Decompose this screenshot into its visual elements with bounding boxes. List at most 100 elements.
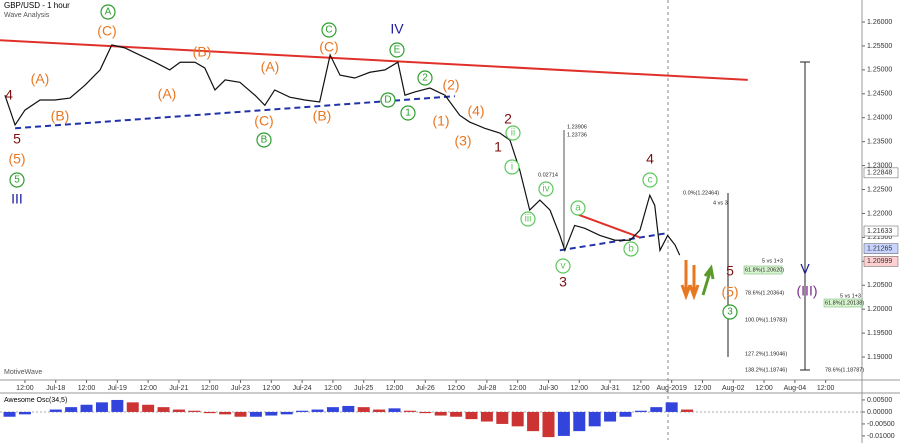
wave-circle	[389, 42, 405, 58]
x-tick-label: 12:00	[16, 385, 34, 392]
price-tag-label: 1.22848	[867, 170, 892, 177]
wave-label: (4)	[467, 103, 484, 119]
y-tick-label: -0.00500	[867, 421, 895, 428]
osc-bar	[326, 407, 339, 412]
trendline	[0, 39, 748, 81]
osc-bar	[665, 402, 678, 412]
y-tick-label: 0.00000	[867, 409, 892, 416]
watermark: MotiveWave	[4, 369, 42, 376]
chart-title: GBP/USD - 1 hour	[4, 1, 70, 10]
wave-label: 3	[559, 274, 567, 290]
y-tick-label: 0.00500	[867, 397, 892, 404]
y-tick-label: 1.22500	[867, 186, 892, 193]
price-tag	[863, 225, 899, 237]
wave-label: (A)	[261, 59, 280, 75]
osc-bar	[296, 410, 309, 412]
wave-label: IV	[390, 21, 404, 37]
wave-label: c	[648, 175, 653, 186]
x-tick-label: Jul-25	[354, 385, 373, 392]
wave-label: v	[561, 261, 566, 272]
price-tag	[863, 167, 899, 179]
price-tag-label: 1.21633	[867, 228, 892, 235]
wave-circle	[570, 200, 586, 216]
osc-bar	[542, 411, 555, 438]
fib-label: 5 vs 1+3	[840, 293, 861, 299]
osc-bar	[419, 411, 432, 414]
wave-label: 2	[504, 111, 512, 127]
y-tick-label: 1.19000	[867, 354, 892, 361]
x-tick-label: Jul-19	[108, 385, 127, 392]
osc-bar	[480, 411, 493, 422]
osc-bar	[95, 402, 108, 412]
x-tick-label: 12:00	[263, 385, 281, 392]
osc-bar	[403, 410, 416, 412]
wave-label: D	[384, 95, 391, 106]
osc-bar	[681, 409, 694, 412]
x-tick-label: 12:00	[78, 385, 96, 392]
osc-bar	[3, 411, 16, 417]
x-tick-label: 12:00	[755, 385, 773, 392]
wave-label: (A)	[31, 71, 50, 87]
x-tick-label: 12:00	[386, 385, 404, 392]
arrow-down	[680, 260, 692, 301]
osc-bar	[511, 411, 524, 427]
price-tag	[863, 243, 899, 254]
osc-bar	[634, 410, 647, 412]
price-tag-label: 1.21265	[867, 245, 892, 252]
fib-label: 78.6%(1.18787)	[825, 367, 864, 373]
y-tick-label: 1.24000	[867, 115, 892, 122]
osc-bar	[527, 411, 540, 432]
wave-label: a	[575, 203, 581, 214]
fib-label: 127.2%(1.19046)	[745, 351, 787, 357]
x-tick-label: Jul-26	[416, 385, 435, 392]
wave-label: ii	[511, 128, 515, 139]
wave-circle	[100, 4, 116, 20]
x-tick-label: Jul-18	[46, 385, 65, 392]
osc-bar	[650, 407, 663, 412]
osc-bar	[434, 411, 447, 416]
wave-label: (5)	[721, 284, 738, 300]
wave-label: (B)	[193, 44, 212, 60]
y-tick-label: 1.19500	[867, 330, 892, 337]
osc-bar	[126, 402, 139, 412]
arrow-down	[688, 265, 700, 301]
wave-circle	[504, 159, 520, 175]
osc-bar	[234, 411, 247, 417]
y-tick-label: 1.26000	[867, 19, 892, 26]
osc-bar	[619, 411, 632, 417]
x-tick-label: 12:00	[201, 385, 219, 392]
fib-label: 61.8%(1.20620)	[745, 267, 784, 273]
wave-label: 1	[405, 108, 411, 119]
wave-label: i	[511, 162, 513, 173]
x-tick-label: 12:00	[571, 385, 589, 392]
y-tick-label: 1.23000	[867, 162, 892, 169]
price-line	[4, 44, 681, 256]
y-tick-label: 1.22000	[867, 210, 892, 217]
wave-label: 1	[494, 139, 502, 155]
wave-circle	[642, 172, 658, 188]
fib-highlight	[743, 265, 783, 275]
osc-bar	[496, 411, 509, 424]
y-tick-label: 1.23500	[867, 139, 892, 146]
wave-label: (III)	[797, 283, 818, 299]
x-tick-label: 12:00	[817, 385, 835, 392]
wave-label: (A)	[158, 86, 177, 102]
wave-label: (3)	[454, 133, 471, 149]
fib-label: 61.8%(1.20138)	[825, 300, 864, 306]
y-tick-label: 1.25500	[867, 43, 892, 50]
wave-label: (1)	[432, 113, 449, 129]
x-tick-label: 12:00	[447, 385, 465, 392]
y-tick-label: 1.20000	[867, 306, 892, 313]
wave-label: C	[325, 25, 332, 36]
wave-circle	[400, 105, 416, 121]
wave-circle	[520, 211, 536, 227]
osc-bar	[18, 411, 31, 415]
wave-circle	[505, 125, 521, 141]
osc-bar	[373, 409, 386, 412]
osc-bar	[388, 408, 401, 412]
wave-circle	[538, 181, 554, 197]
fib-highlight	[823, 298, 863, 308]
wave-label: 3	[727, 307, 733, 318]
